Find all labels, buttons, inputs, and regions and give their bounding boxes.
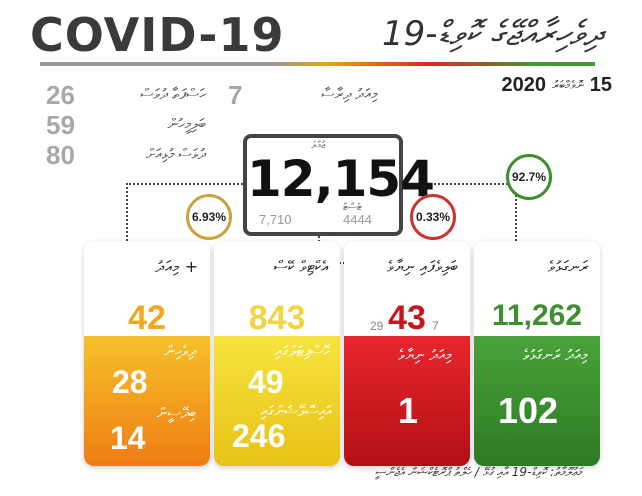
card-mini-left: 29 [370,319,384,333]
header-divider [40,62,595,66]
percent-right-badge: 92.7% [506,154,552,200]
side-stat-label: ބަލިމީހުން [167,116,206,133]
total-tests-value: 12,154 [247,150,435,208]
side-stat-label: ދުވަސް މުޅިއަށް [145,146,206,163]
card-sub-label: ދިވެހިން [164,342,196,360]
card-value: 843 [248,299,306,337]
connector-line [126,183,128,241]
card-sub-label: ހޮސްޕިޓަލްގައި [274,342,330,360]
card-mini-right: 7 [432,319,439,333]
side-extra-stat: 7 މިއަދު ދިރާސާ [228,80,378,110]
page-title-dhivehi: ދިވެހިރާއްޖޭގެ ކޮވިޑް-19 [381,14,602,54]
card-recovered: ރަނގަޅުވެ 11,262 މިއަދު ރަނގަޅުވެ 102 [474,241,600,466]
card-new-cases: + މިއަދު 42 ދިވެހިން 28 ބިދޭސީން 14 [84,241,210,466]
card-sub-value: 102 [498,390,559,431]
connector-line [515,183,517,241]
card-sub-label: އައިސޮލޭޝަންގައި [260,402,332,420]
side-extra-label: މިއަދު ދިރާސާ [321,86,378,103]
connector-line [126,183,243,185]
date-month: ނޮވެމްބަރު [552,78,584,92]
total-left-small: 7,710 [259,212,292,227]
card-value: 43 [388,299,426,337]
total-tests-box: ޖުމްލަ 12,154 ޓެސްޓް 7,710 4444 [243,134,435,236]
card-sub-label: މިއަދު ރަނގަޅުވެ [522,346,588,364]
side-stat-value: 80 [46,140,75,170]
side-stat-row: 59 ބަލިމީހުން [46,110,206,140]
side-stat-value: 59 [46,110,75,140]
card-sub-label: މިއަދު ނިޔާވެ [398,346,452,364]
side-stat-row: 26 ހަސްފަތާ ދުވަސް [46,80,206,110]
total-label-top: ޖުމްލަ [311,140,326,151]
card-sub-value: 1 [398,390,419,431]
total-right-small: 4444 [343,212,372,227]
source-footer: މަޢުލޫމާތު: ކޮވިޑް-19 އާއި ގުޅޭ / ހެލްތު… [374,465,582,479]
card-label: ބަލިވެފައި ނިޔާވެ [386,257,458,276]
card-sub-value: 49 [248,364,284,400]
side-stat-row: 80 ދުވަސް މުޅިއަށް [46,140,206,170]
percent-left-badge: 6.93% [186,194,232,240]
card-sub-value: 14 [110,420,146,456]
side-stat-label: ހަސްފަތާ ދުވަސް [140,86,206,103]
date: 2020 ނޮވެމްބަރު 15 [502,74,612,97]
card-label: + މިއަދު [155,257,198,276]
card-value: 42 [128,299,166,337]
card-deaths: ބަލިވެފައި ނިޔާވެ 43 29 7 މިއަދު ނިޔާވެ … [344,241,470,466]
date-day: 15 [589,74,612,96]
total-label-bottom: ޓެސްޓް [343,202,362,213]
card-sub-value: 246 [232,418,286,454]
side-stat-value: 26 [46,80,75,110]
card-label: ރަނގަޅުވެ [547,257,588,276]
card-sub-label: ބިދޭސީން [156,404,196,422]
side-extra-value: 7 [228,80,243,110]
card-label: އެކްޓިވް ކޭސް [273,257,328,276]
card-value: 11,262 [491,299,583,332]
date-year: 2020 [501,74,547,96]
card-active-cases: އެކްޓިވް ކޭސް 843 ހޮސްޕިޓަލްގައި 49 އައި… [214,241,340,466]
page-title: COVID-19 [30,8,285,62]
connector-line [399,183,515,185]
card-sub-value: 28 [112,364,148,400]
percent-middle-badge: 0.33% [410,194,456,240]
